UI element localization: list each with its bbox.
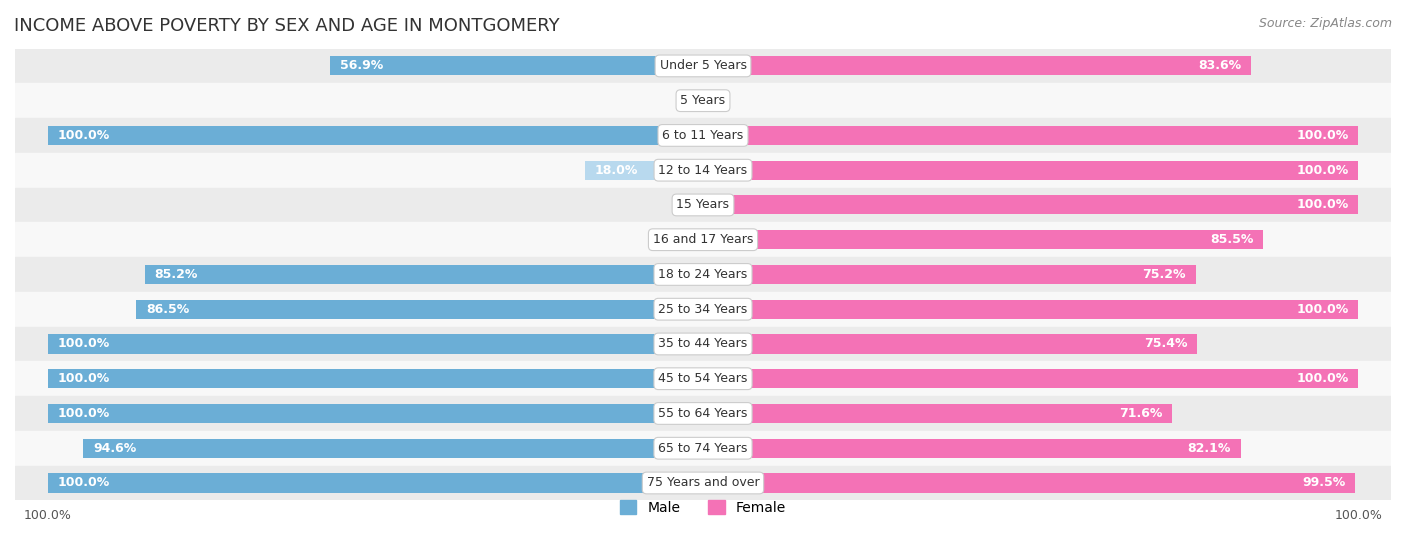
Text: Under 5 Years: Under 5 Years [659, 59, 747, 73]
Bar [585, 160, 703, 180]
Bar [145, 265, 703, 284]
Text: Source: ZipAtlas.com: Source: ZipAtlas.com [1258, 17, 1392, 30]
Bar [703, 160, 1358, 180]
Bar [48, 334, 703, 353]
Text: 85.2%: 85.2% [155, 268, 198, 281]
Bar [48, 126, 703, 145]
Bar [83, 439, 703, 458]
Text: 18 to 24 Years: 18 to 24 Years [658, 268, 748, 281]
Bar [15, 222, 1391, 257]
Text: 100.0%: 100.0% [58, 338, 110, 350]
Text: INCOME ABOVE POVERTY BY SEX AND AGE IN MONTGOMERY: INCOME ABOVE POVERTY BY SEX AND AGE IN M… [14, 17, 560, 35]
Text: 12 to 14 Years: 12 to 14 Years [658, 164, 748, 177]
Text: 86.5%: 86.5% [146, 303, 190, 316]
Bar [15, 153, 1391, 188]
Bar [15, 49, 1391, 83]
Bar [15, 83, 1391, 118]
Text: 85.5%: 85.5% [1211, 233, 1253, 246]
Bar [703, 369, 1358, 389]
Text: 5 Years: 5 Years [681, 94, 725, 107]
Text: 6 to 11 Years: 6 to 11 Years [662, 129, 744, 142]
Bar [15, 257, 1391, 292]
Text: 100.0%: 100.0% [1296, 303, 1348, 316]
Text: 16 and 17 Years: 16 and 17 Years [652, 233, 754, 246]
Bar [703, 473, 1355, 492]
Bar [15, 431, 1391, 466]
Text: 18.0%: 18.0% [595, 164, 638, 177]
Text: 15 Years: 15 Years [676, 198, 730, 211]
Bar [15, 292, 1391, 326]
Text: 71.6%: 71.6% [1119, 407, 1163, 420]
Text: 65 to 74 Years: 65 to 74 Years [658, 442, 748, 454]
Text: 100.0%: 100.0% [1296, 164, 1348, 177]
Text: 45 to 54 Years: 45 to 54 Years [658, 372, 748, 385]
Text: 82.1%: 82.1% [1188, 442, 1232, 454]
Bar [330, 56, 703, 75]
Text: 94.6%: 94.6% [93, 442, 136, 454]
Text: 100.0%: 100.0% [1296, 372, 1348, 385]
Bar [15, 188, 1391, 222]
Text: 100.0%: 100.0% [1296, 129, 1348, 142]
Text: 55 to 64 Years: 55 to 64 Years [658, 407, 748, 420]
Bar [703, 196, 1358, 215]
Bar [48, 404, 703, 423]
Text: 99.5%: 99.5% [1302, 476, 1346, 490]
Text: 100.0%: 100.0% [58, 476, 110, 490]
Text: 56.9%: 56.9% [340, 59, 384, 73]
Bar [703, 439, 1241, 458]
Bar [15, 326, 1391, 361]
Text: 100.0%: 100.0% [24, 509, 72, 522]
Text: 75.2%: 75.2% [1143, 268, 1185, 281]
Bar [703, 126, 1358, 145]
Text: 100.0%: 100.0% [1334, 509, 1382, 522]
Text: 100.0%: 100.0% [1296, 198, 1348, 211]
Bar [136, 300, 703, 319]
Bar [48, 473, 703, 492]
Bar [15, 396, 1391, 431]
Bar [703, 265, 1195, 284]
Bar [703, 334, 1197, 353]
Bar [15, 118, 1391, 153]
Text: 83.6%: 83.6% [1198, 59, 1241, 73]
Text: 25 to 34 Years: 25 to 34 Years [658, 303, 748, 316]
Bar [703, 230, 1263, 249]
Text: 75.4%: 75.4% [1143, 338, 1187, 350]
Legend: Male, Female: Male, Female [614, 495, 792, 520]
Text: 35 to 44 Years: 35 to 44 Years [658, 338, 748, 350]
Text: 100.0%: 100.0% [58, 372, 110, 385]
Bar [703, 300, 1358, 319]
Text: 75 Years and over: 75 Years and over [647, 476, 759, 490]
Text: 100.0%: 100.0% [58, 407, 110, 420]
Bar [15, 361, 1391, 396]
Bar [15, 466, 1391, 500]
Bar [48, 369, 703, 389]
Text: 100.0%: 100.0% [58, 129, 110, 142]
Bar [703, 404, 1173, 423]
Bar [703, 56, 1251, 75]
